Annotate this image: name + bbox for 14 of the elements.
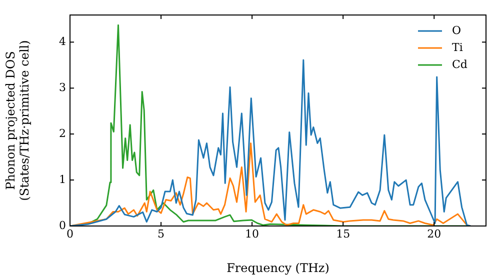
y-tick-label: 1 — [59, 172, 66, 186]
x-tick-label: 10 — [245, 227, 260, 240]
x-tick-label: 5 — [158, 227, 165, 240]
y-tick-label: 4 — [59, 34, 66, 48]
legend-label: Cd — [452, 58, 468, 71]
y-tick-label: 2 — [59, 126, 66, 140]
y-tick-label: 3 — [59, 80, 66, 94]
legend-label: Ti — [452, 40, 464, 54]
x-tick-label: 15 — [336, 227, 350, 240]
y-tick-label: 0 — [59, 218, 66, 232]
y-axis-title: Phonon projected DOS (States/THz·primitive cell) — [3, 40, 32, 201]
x-axis-title: Frequency (THz) — [226, 260, 330, 275]
legend-label: O — [452, 24, 462, 37]
x-tick-label: 20 — [427, 227, 442, 240]
